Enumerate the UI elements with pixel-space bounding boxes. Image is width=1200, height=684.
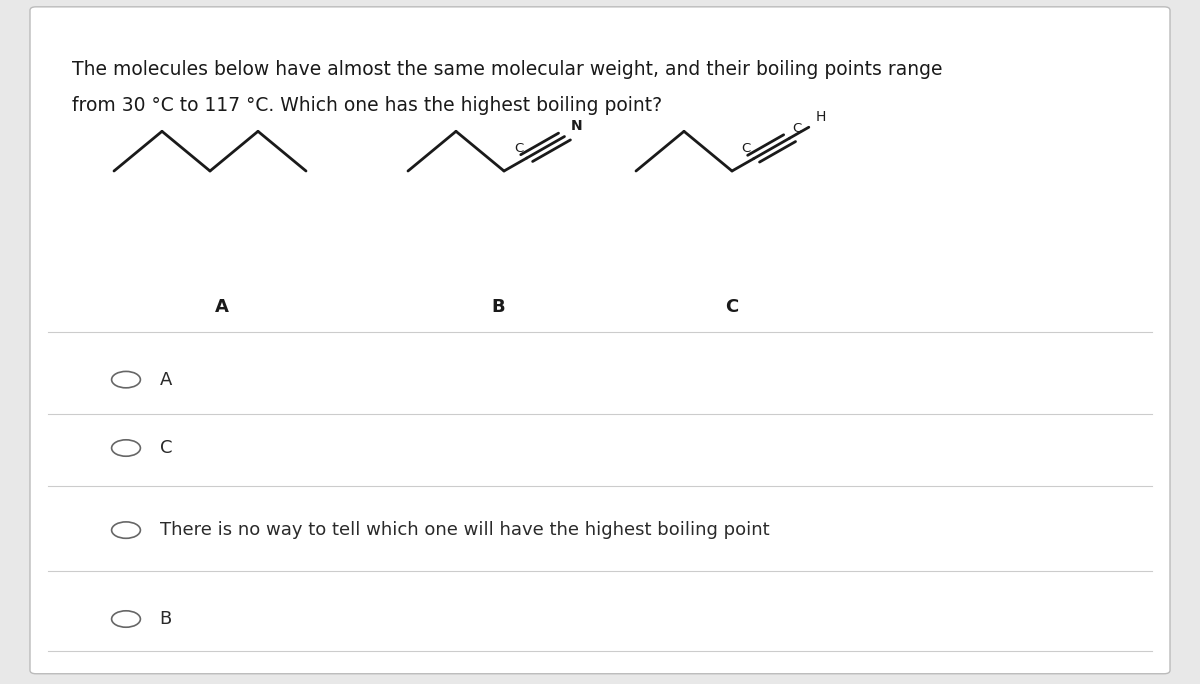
Text: H: H xyxy=(816,111,827,124)
Text: C: C xyxy=(160,439,172,457)
Text: N: N xyxy=(570,119,582,133)
Text: from 30 °C to 117 °C. Which one has the highest boiling point?: from 30 °C to 117 °C. Which one has the … xyxy=(72,96,662,115)
Text: B: B xyxy=(491,298,505,315)
Text: C: C xyxy=(725,298,739,315)
Text: A: A xyxy=(160,371,172,389)
Text: C: C xyxy=(740,142,750,155)
Text: A: A xyxy=(215,298,229,315)
Text: C: C xyxy=(514,142,523,155)
FancyBboxPatch shape xyxy=(30,7,1170,674)
Text: The molecules below have almost the same molecular weight, and their boiling poi: The molecules below have almost the same… xyxy=(72,60,942,79)
Text: B: B xyxy=(160,610,172,628)
Text: There is no way to tell which one will have the highest boiling point: There is no way to tell which one will h… xyxy=(160,521,769,539)
Text: C: C xyxy=(792,122,802,135)
